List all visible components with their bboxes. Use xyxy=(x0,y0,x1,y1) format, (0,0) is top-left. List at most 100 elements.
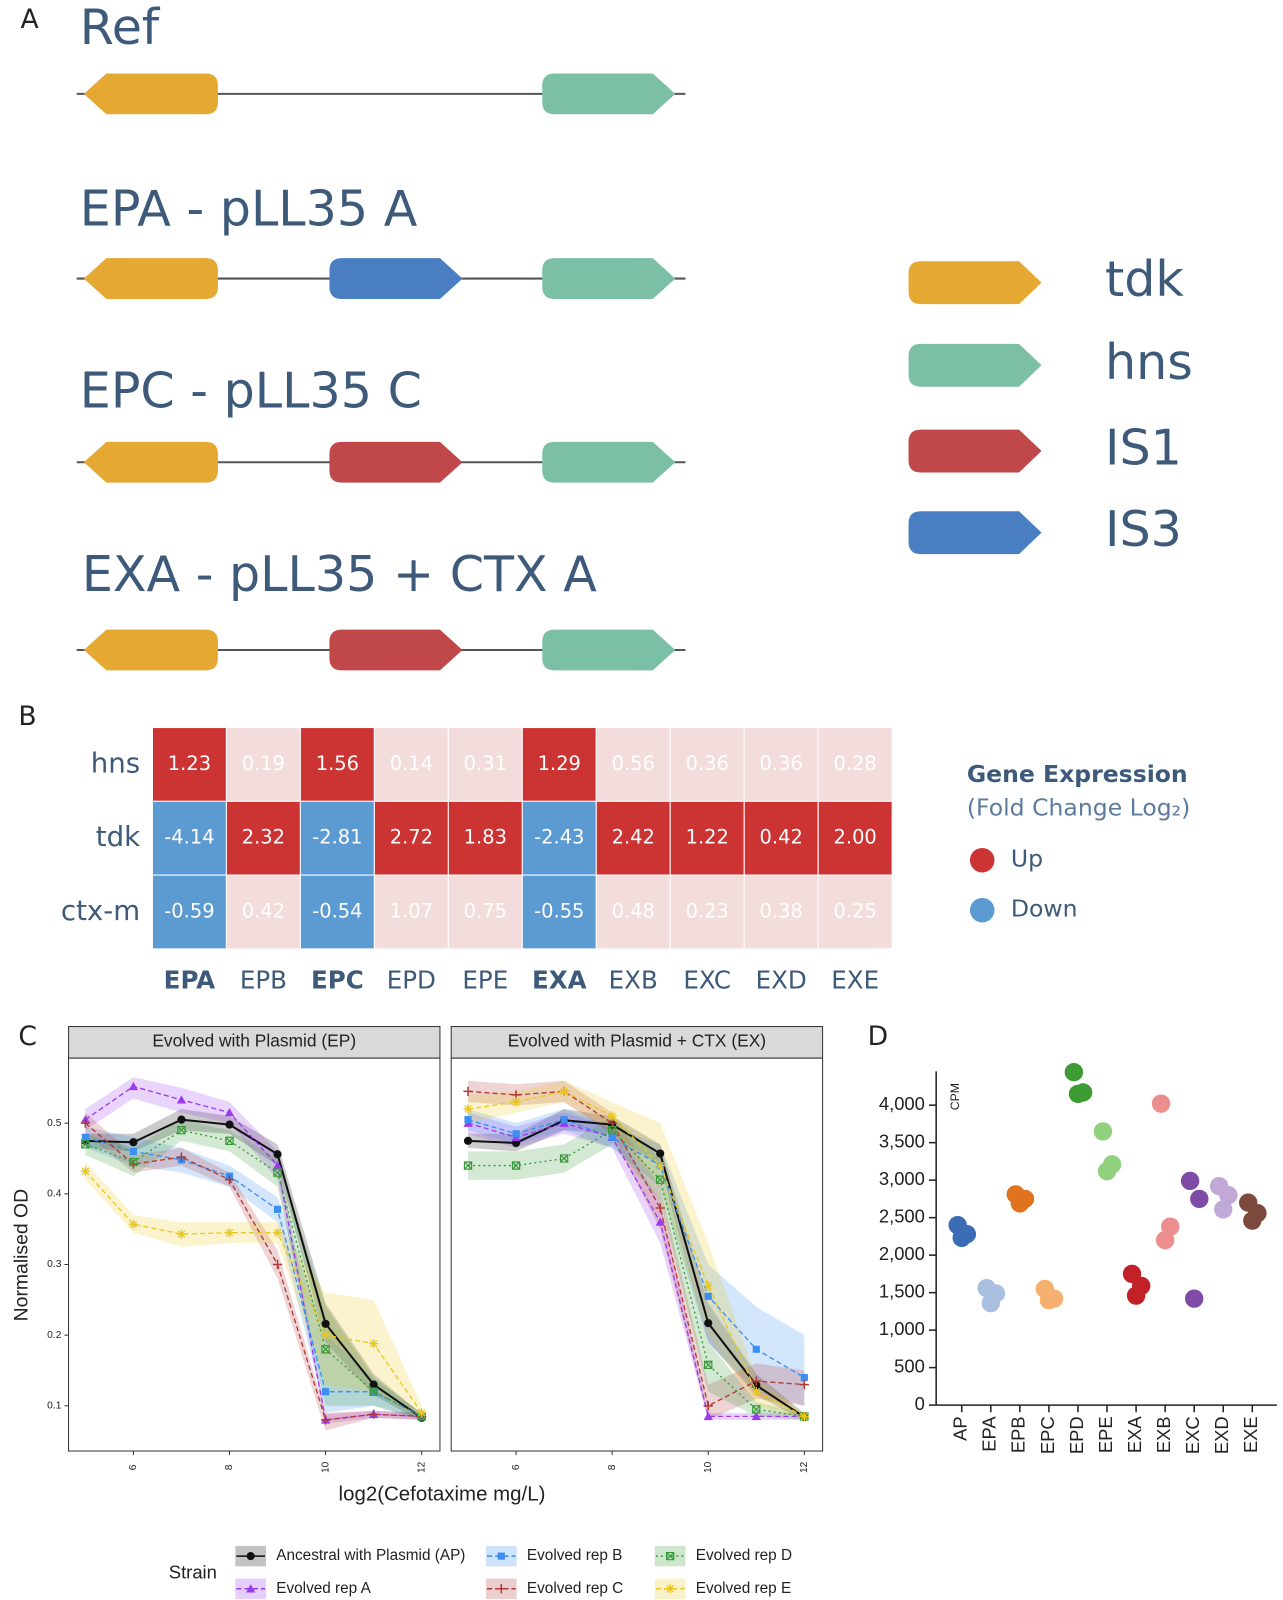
heatmap-cell xyxy=(817,800,893,876)
column-label: EXC xyxy=(683,966,731,995)
heatmap-cell xyxy=(817,727,893,802)
column-label: EPE xyxy=(462,966,508,995)
gene-arrow xyxy=(83,629,218,671)
cell-value: 1.23 xyxy=(168,752,211,775)
legend-label: tdk xyxy=(1105,250,1184,308)
cell-value: -2.81 xyxy=(312,826,362,849)
series-line xyxy=(467,1122,805,1418)
legend-label: Evolved rep E xyxy=(696,1580,791,1597)
marker xyxy=(417,1408,427,1418)
ribbon xyxy=(468,1109,805,1406)
legend-subtitle: (Fold Change Log₂) xyxy=(967,794,1190,822)
heatmap-cell xyxy=(743,727,819,802)
y-tick-label: 3,000 xyxy=(879,1168,925,1189)
panel-letter: A xyxy=(20,4,38,35)
heatmap-cell xyxy=(447,874,523,950)
series-line xyxy=(84,1170,423,1414)
marker xyxy=(225,1120,234,1129)
point xyxy=(1184,1289,1204,1308)
gene-arrow xyxy=(542,629,676,671)
cell-value: -0.54 xyxy=(312,900,362,923)
marker xyxy=(321,1319,330,1328)
column-label: EPA xyxy=(164,966,216,995)
marker xyxy=(655,1203,665,1213)
cell-value: 1.83 xyxy=(464,826,507,849)
marker xyxy=(559,1086,569,1096)
legend-arrow xyxy=(908,343,1042,387)
ribbon xyxy=(85,1112,422,1431)
legend-marker xyxy=(496,1584,506,1594)
point xyxy=(1126,1286,1146,1305)
legend-title: Strain xyxy=(169,1561,217,1582)
cell-value: 0.28 xyxy=(834,752,877,775)
point xyxy=(952,1228,971,1248)
row-label: tdk xyxy=(96,820,140,853)
marker xyxy=(511,1097,521,1107)
point xyxy=(1068,1084,1088,1104)
cell-value: 0.56 xyxy=(612,752,655,775)
heatmap-cell xyxy=(669,800,745,876)
y-tick-label: 2,000 xyxy=(879,1243,925,1264)
row-label: ctx-m xyxy=(61,894,140,927)
y-axis-title: Normalised OD xyxy=(11,1189,33,1321)
legend-marker xyxy=(497,1552,505,1560)
marker xyxy=(273,1205,282,1213)
y-tick-label: 4,000 xyxy=(879,1093,925,1114)
marker xyxy=(320,1415,331,1425)
legend-dot xyxy=(969,847,995,873)
cell-value: 0.36 xyxy=(686,752,729,775)
y-tick-label: 0.3 xyxy=(47,1259,62,1270)
marker xyxy=(703,1411,713,1421)
legend-label: IS3 xyxy=(1105,500,1182,558)
cell-value: -4.14 xyxy=(164,826,214,849)
point xyxy=(1190,1189,1209,1209)
marker xyxy=(463,1086,473,1096)
facet-strip xyxy=(450,1026,824,1059)
gene-arrow xyxy=(83,441,218,483)
marker xyxy=(176,1095,187,1104)
x-tick-label: 6 xyxy=(128,1464,139,1470)
marker xyxy=(224,1175,235,1185)
marker xyxy=(799,1411,809,1421)
series-line xyxy=(85,1118,423,1419)
marker xyxy=(129,1138,138,1147)
marker xyxy=(80,1118,90,1128)
legend-label: hns xyxy=(1105,333,1193,391)
y-tick-label: 3,500 xyxy=(879,1131,925,1152)
point xyxy=(1093,1122,1113,1141)
column-label: EPB xyxy=(240,966,287,995)
point xyxy=(1064,1062,1084,1082)
marker xyxy=(655,1160,665,1171)
x-tick-label: 12 xyxy=(799,1461,810,1473)
gene-arrow xyxy=(542,73,676,115)
heatmap-cell xyxy=(299,727,375,802)
marker xyxy=(751,1411,761,1421)
marker xyxy=(273,1168,282,1177)
marker xyxy=(656,1175,665,1184)
legend-title: Gene Expression xyxy=(967,760,1188,788)
y-tick-label: 1,500 xyxy=(879,1281,925,1302)
marker xyxy=(799,1380,809,1390)
heatmap-cell xyxy=(151,800,227,876)
heatmap-cell xyxy=(151,727,227,802)
point xyxy=(981,1293,1001,1313)
marker xyxy=(463,1136,473,1145)
cell-value: -0.55 xyxy=(534,900,584,923)
marker xyxy=(703,1281,713,1291)
cell-value: 2.00 xyxy=(834,826,877,849)
x-tick-label: EXE xyxy=(1240,1416,1261,1453)
legend-label: Down xyxy=(1011,895,1078,923)
legend-label: IS1 xyxy=(1105,419,1182,477)
legend-label: Up xyxy=(1011,845,1043,873)
gene-arrow xyxy=(83,258,218,299)
heatmap-cell xyxy=(373,800,449,876)
point xyxy=(1214,1200,1233,1219)
legend-arrow xyxy=(908,429,1042,473)
column-label: EXB xyxy=(609,966,658,995)
x-tick-label: 10 xyxy=(320,1461,331,1473)
insertion-arrow xyxy=(329,441,463,483)
ribbon xyxy=(468,1080,805,1420)
marker xyxy=(224,1228,235,1238)
heatmap-cell xyxy=(225,800,301,876)
